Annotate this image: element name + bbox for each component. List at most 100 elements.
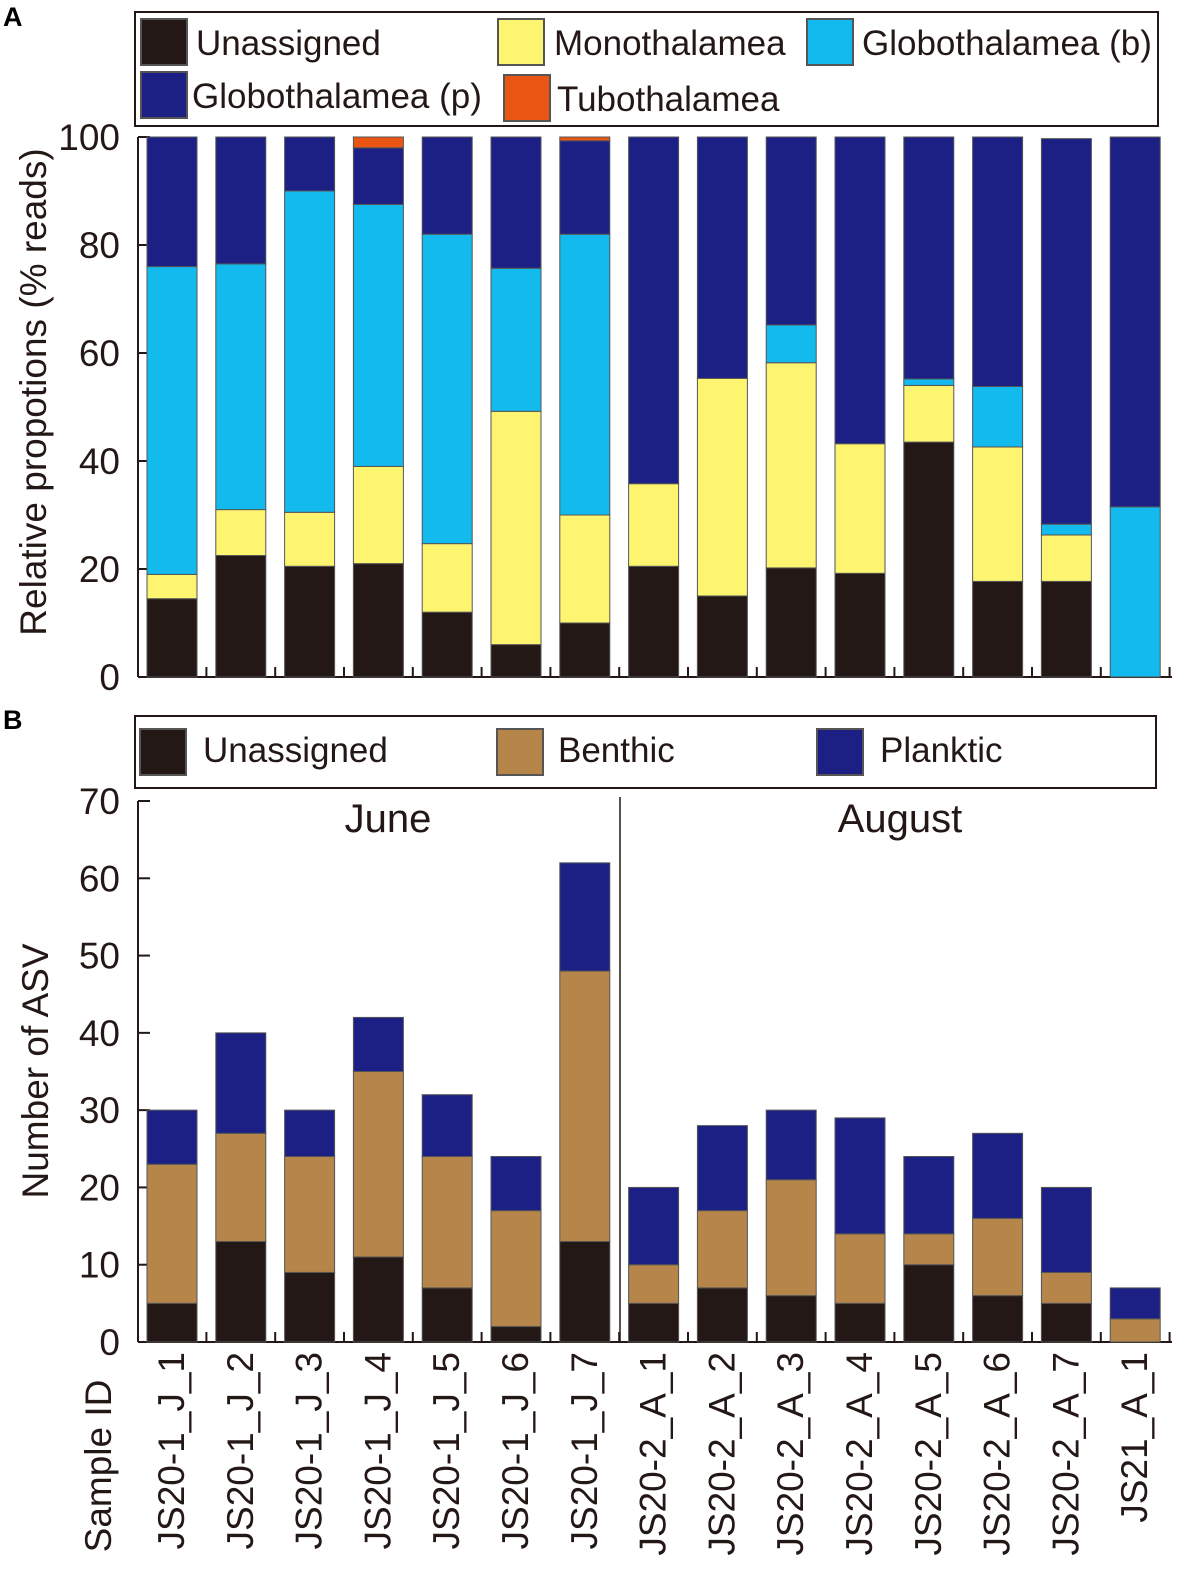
bar-b-benthic-js20-2-a-6 [972,1217,1024,1297]
bar-a-globothalamea-p-js20-2-a-7 [1040,138,1092,525]
bar-b-unassigned-js20-1-j-6 [490,1326,542,1343]
legend-swatch-b-planktic [816,728,864,776]
annotation-june: June [345,797,432,841]
bar-b-planktic-js20-2-a-6 [972,1132,1024,1219]
bar-b-benthic-js20-1-j-3 [284,1156,336,1273]
sample-axis-label: Sample ID [78,1380,119,1553]
bar-b-unassigned-js20-2-a-5 [903,1264,955,1343]
bar-b-unassigned-js20-1-j-7 [559,1241,611,1343]
bar-a-globothalamea-p-js20-1-j-6 [490,136,542,269]
bar-a-monothalamea-js20-1-j-2 [215,509,267,557]
bar-b-planktic-js20-2-a-7 [1040,1186,1092,1273]
bar-b-benthic-js20-1-j-5 [421,1156,473,1289]
bar-a-globothalamea-b-js20-1-j-6 [490,267,542,412]
bar-a-globothalamea-p-js20-2-a-5 [903,136,955,380]
bar-a-globothalamea-b-js20-1-j-7 [559,233,611,516]
sample-label-js20-2-a-2: JS20-2_A_2 [701,1352,742,1556]
bar-b-unassigned-js20-2-a-3 [765,1295,817,1343]
bar-a-tubothalamea-js20-1-j-7 [559,136,611,142]
bar-a-monothalamea-js20-2-a-2 [696,377,748,597]
sample-labels: JS20-1_J_1 JS20-1_J_2 JS20-1_J_3 JS20-1_J_4… [151,1352,1155,1556]
bar-b-unassigned-js20-1-j-4 [352,1256,404,1343]
bar-a-globothalamea-b-js20-2-a-3 [765,324,817,364]
bar-a-globothalamea-p-js20-1-j-1 [146,136,198,268]
y-tick-label-b-70: 70 [79,781,120,822]
bar-a-globothalamea-p-js21-a-1 [1109,136,1161,508]
bar-a-monothalamea-js20-1-j-4 [352,465,404,565]
bar-a-monothalamea-js20-2-a-1 [628,483,680,567]
bar-a-unassigned-js20-2-a-7 [1040,580,1092,678]
panel-a-label: A [3,2,23,32]
bar-b-planktic-js20-1-j-2 [215,1032,267,1134]
bar-a-globothalamea-b-js20-1-j-2 [215,263,267,511]
bar-a-globothalamea-p-js20-1-j-5 [421,136,473,235]
legend-label-b-unassigned: Unassigned [203,731,388,770]
bar-b-planktic-js20-1-j-7 [559,862,611,972]
bar-a-globothalamea-p-js20-1-j-3 [284,136,336,192]
x-ticks-a [205,667,1171,677]
sample-label-js20-2-a-5: JS20-2_A_5 [908,1352,949,1556]
bar-b-benthic-js20-2-a-4 [834,1233,886,1304]
sample-label-js21-a-1: JS21_A_1 [1114,1352,1155,1523]
y-tick-label-b-0: 0 [99,1322,120,1363]
y-axis-label-b: Number of ASV [15,943,56,1198]
bar-a-globothalamea-p-js20-1-j-7 [559,140,611,235]
y-tick-label-b-50: 50 [79,936,120,977]
bar-a-monothalamea-js20-1-j-5 [421,543,473,613]
bar-b-planktic-js20-2-a-5 [903,1156,955,1235]
legend-swatch-a-unassigned [140,18,188,66]
bar-b-planktic-js20-2-a-2 [696,1125,748,1212]
bar-b-benthic-js20-1-j-4 [352,1071,404,1258]
y-tick-label-a-40: 40 [79,441,120,482]
bar-a-unassigned-js20-2-a-1 [628,565,680,678]
bar-a-monothalamea-js20-1-j-1 [146,573,198,600]
legend-label-a-globothalamea-b: Globothalamea (b) [862,24,1152,63]
bars-a [146,136,1161,678]
y-tick-label-a-60: 60 [79,333,120,374]
bar-a-unassigned-js20-1-j-6 [490,644,542,678]
bars-b [146,862,1161,1343]
bar-b-planktic-js20-2-a-3 [765,1109,817,1181]
bar-a-globothalamea-p-js20-2-a-2 [696,136,748,379]
bar-b-unassigned-js20-1-j-5 [421,1287,473,1343]
panel-b: B Unassigned Benthic Planktic June August … [3,705,1172,1363]
legend-label-a-globothalamea-p: Globothalamea (p) [192,77,482,116]
bar-a-globothalamea-p-js20-2-a-3 [765,136,817,326]
bar-b-unassigned-js20-1-j-2 [215,1241,267,1343]
bar-b-planktic-js20-2-a-4 [834,1117,886,1235]
y-tick-label-b-40: 40 [79,1013,120,1054]
bar-a-unassigned-js20-2-a-3 [765,567,817,678]
x-ticks-b [205,1332,1171,1342]
bar-a-unassigned-js20-1-j-1 [146,598,198,678]
legend-box-a [134,11,1159,127]
panel-b-label: B [3,705,23,735]
y-tick-label-a-100: 100 [58,117,120,158]
bar-b-benthic-js20-1-j-1 [146,1163,198,1304]
bar-a-globothalamea-p-js20-1-j-4 [352,147,404,206]
bar-a-globothalamea-b-js20-2-a-6 [972,385,1024,448]
legend-swatch-a-tubothalamea [503,74,551,122]
bar-a-monothalamea-js20-2-a-3 [765,362,817,569]
y-tick-label-a-20: 20 [79,549,120,590]
y-tick-label-b-20: 20 [79,1167,120,1208]
bar-a-unassigned-js20-2-a-5 [903,441,955,678]
sample-label-js20-2-a-7: JS20-2_A_7 [1045,1352,1086,1556]
bar-a-tubothalamea-js20-1-j-4 [352,136,404,149]
bar-a-unassigned-js20-2-a-6 [972,580,1024,678]
bar-a-unassigned-js20-1-j-2 [215,555,267,678]
bar-b-benthic-js20-2-a-3 [765,1179,817,1297]
legend-label-a-unassigned: Unassigned [196,24,381,63]
bar-b-unassigned-js20-2-a-4 [834,1302,886,1343]
sample-label-js20-2-a-3: JS20-2_A_3 [770,1352,811,1556]
bar-a-globothalamea-b-js20-1-j-3 [284,190,336,513]
sample-label-js20-2-a-1: JS20-2_A_1 [633,1352,674,1556]
bar-b-planktic-js20-1-j-1 [146,1109,198,1165]
sample-label-js20-2-a-4: JS20-2_A_4 [839,1352,880,1556]
bar-b-planktic-js20-2-a-1 [628,1186,680,1266]
bar-a-globothalamea-b-js20-2-a-5 [903,378,955,386]
y-axis-label-a: Relative propotions (% reads) [13,148,54,635]
bar-a-unassigned-js20-1-j-3 [284,565,336,678]
bar-b-benthic-js21-a-1 [1109,1318,1161,1343]
sample-label-js20-1-j-4: JS20-1_J_4 [357,1352,398,1549]
y-tick-label-a-80: 80 [79,225,120,266]
